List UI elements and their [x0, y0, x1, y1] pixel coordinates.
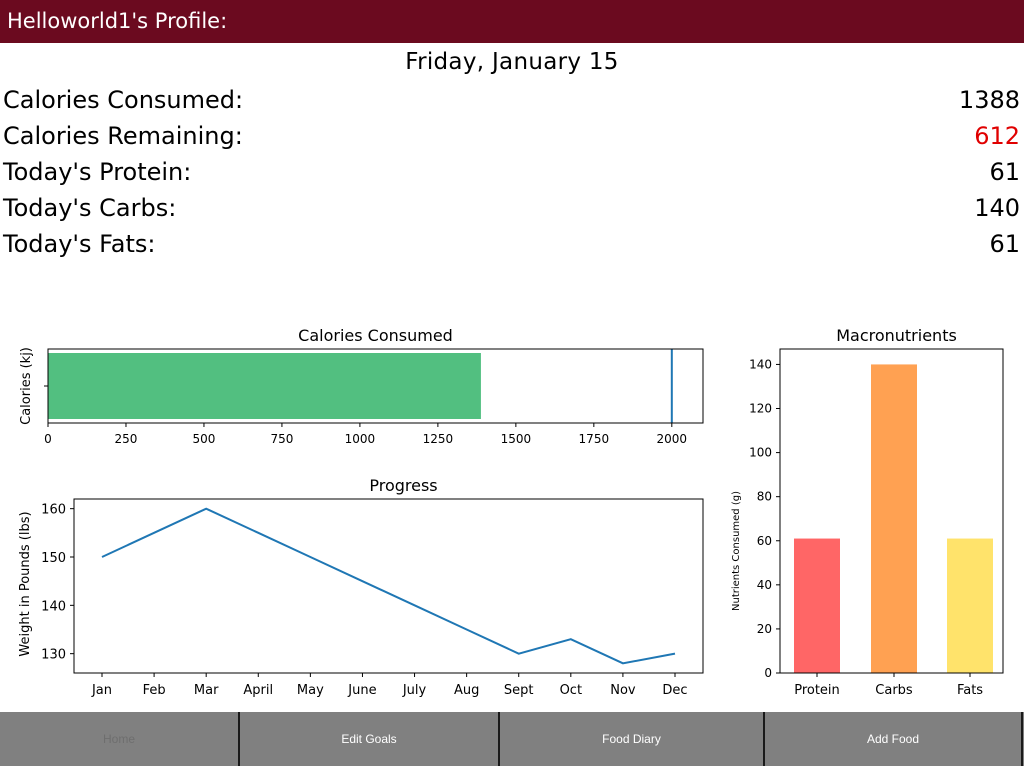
x-tick-label: June — [347, 683, 376, 698]
nav-food-diary-button[interactable]: Food Diary — [500, 712, 763, 766]
x-tick-label: 0 — [44, 432, 52, 446]
stat-value: 1388 — [958, 86, 1020, 114]
x-tick-label: 2000 — [657, 432, 688, 446]
x-tick-label: Jan — [91, 683, 112, 698]
profile-header: Helloworld1's Profile: — [0, 0, 1024, 43]
stat-value: 140 — [974, 194, 1020, 222]
y-tick-label: 150 — [41, 551, 66, 566]
x-tick-label: Aug — [454, 683, 479, 698]
y-tick-label: 40 — [757, 578, 772, 592]
x-tick-label: April — [243, 683, 273, 698]
stat-row-protein: Today's Protein: 61 — [0, 158, 1024, 192]
stat-label: Today's Protein: — [3, 158, 192, 186]
plot-frame — [73, 498, 704, 674]
x-tick-label: July — [402, 683, 427, 698]
x-tick-label: 1500 — [501, 432, 532, 446]
y-tick-label: 130 — [41, 648, 66, 663]
nav-home-button[interactable]: Home — [0, 712, 238, 766]
y-tick-label: 160 — [41, 503, 66, 518]
nav-add-food-button[interactable]: Add Food — [765, 712, 1021, 766]
x-tick-label: 250 — [115, 432, 138, 446]
y-tick-label: 120 — [749, 402, 772, 416]
nav-divider — [238, 712, 240, 766]
stat-label: Calories Remaining: — [3, 122, 243, 150]
x-tick-label: 750 — [270, 432, 293, 446]
x-tick-label: Dec — [662, 683, 687, 698]
macro-bar — [794, 538, 840, 673]
y-tick-label: 60 — [757, 534, 772, 548]
nav-divider — [498, 712, 500, 766]
x-tick-label: May — [297, 683, 324, 698]
y-tick-label: 0 — [764, 666, 772, 680]
bottom-nav: Home Edit Goals Food Diary Add Food — [0, 712, 1024, 766]
profile-title: Helloworld1's Profile: — [7, 9, 228, 33]
stat-value: 612 — [974, 122, 1020, 150]
chart-title: Macronutrients — [836, 326, 957, 345]
x-tick-label: 500 — [192, 432, 215, 446]
nav-edit-goals-button[interactable]: Edit Goals — [240, 712, 498, 766]
chart-title: Progress — [369, 476, 437, 495]
x-tick-label: Feb — [143, 683, 166, 698]
nav-divider — [763, 712, 765, 766]
stat-label: Today's Fats: — [3, 230, 156, 258]
x-tick-label: Mar — [194, 683, 219, 698]
y-axis-label: Weight in Pounds (lbs) — [18, 511, 33, 656]
y-axis-label: Calories (kj) — [19, 347, 34, 425]
weight-line — [101, 507, 676, 665]
y-tick-label: 140 — [41, 599, 66, 614]
x-tick-label: Sept — [504, 683, 534, 698]
calories-bar — [48, 353, 481, 419]
stat-row-calories-consumed: Calories Consumed: 1388 — [0, 86, 1024, 120]
stat-value: 61 — [989, 158, 1020, 186]
y-tick-label: 100 — [749, 446, 772, 460]
stat-row-fats: Today's Fats: 61 — [0, 230, 1024, 264]
plot-frame — [779, 348, 1004, 674]
y-tick-label: 20 — [757, 622, 772, 636]
x-tick-label: 1750 — [579, 432, 610, 446]
current-date: Friday, January 15 — [405, 49, 619, 75]
stat-label: Calories Consumed: — [3, 86, 244, 114]
stat-row-calories-remaining: Calories Remaining: 612 — [0, 122, 1024, 156]
x-tick-label: Oct — [560, 683, 582, 698]
nav-divider — [1021, 712, 1023, 766]
y-tick-label: 140 — [749, 357, 772, 371]
chart-title: Calories Consumed — [298, 326, 453, 345]
x-tick-label: Protein — [794, 683, 840, 698]
macro-bar — [871, 364, 917, 673]
y-axis-label: Nutrients Consumed (g) — [731, 491, 742, 611]
stat-label: Today's Carbs: — [3, 194, 177, 222]
stat-row-carbs: Today's Carbs: 140 — [0, 194, 1024, 228]
stat-value: 61 — [989, 230, 1020, 258]
x-tick-label: Carbs — [875, 683, 913, 698]
macro-bar — [947, 538, 993, 673]
x-tick-label: 1000 — [345, 432, 376, 446]
y-tick-label: 80 — [757, 490, 772, 504]
x-tick-label: 1250 — [423, 432, 454, 446]
x-tick-label: Fats — [957, 683, 983, 698]
x-tick-label: Nov — [610, 683, 636, 698]
